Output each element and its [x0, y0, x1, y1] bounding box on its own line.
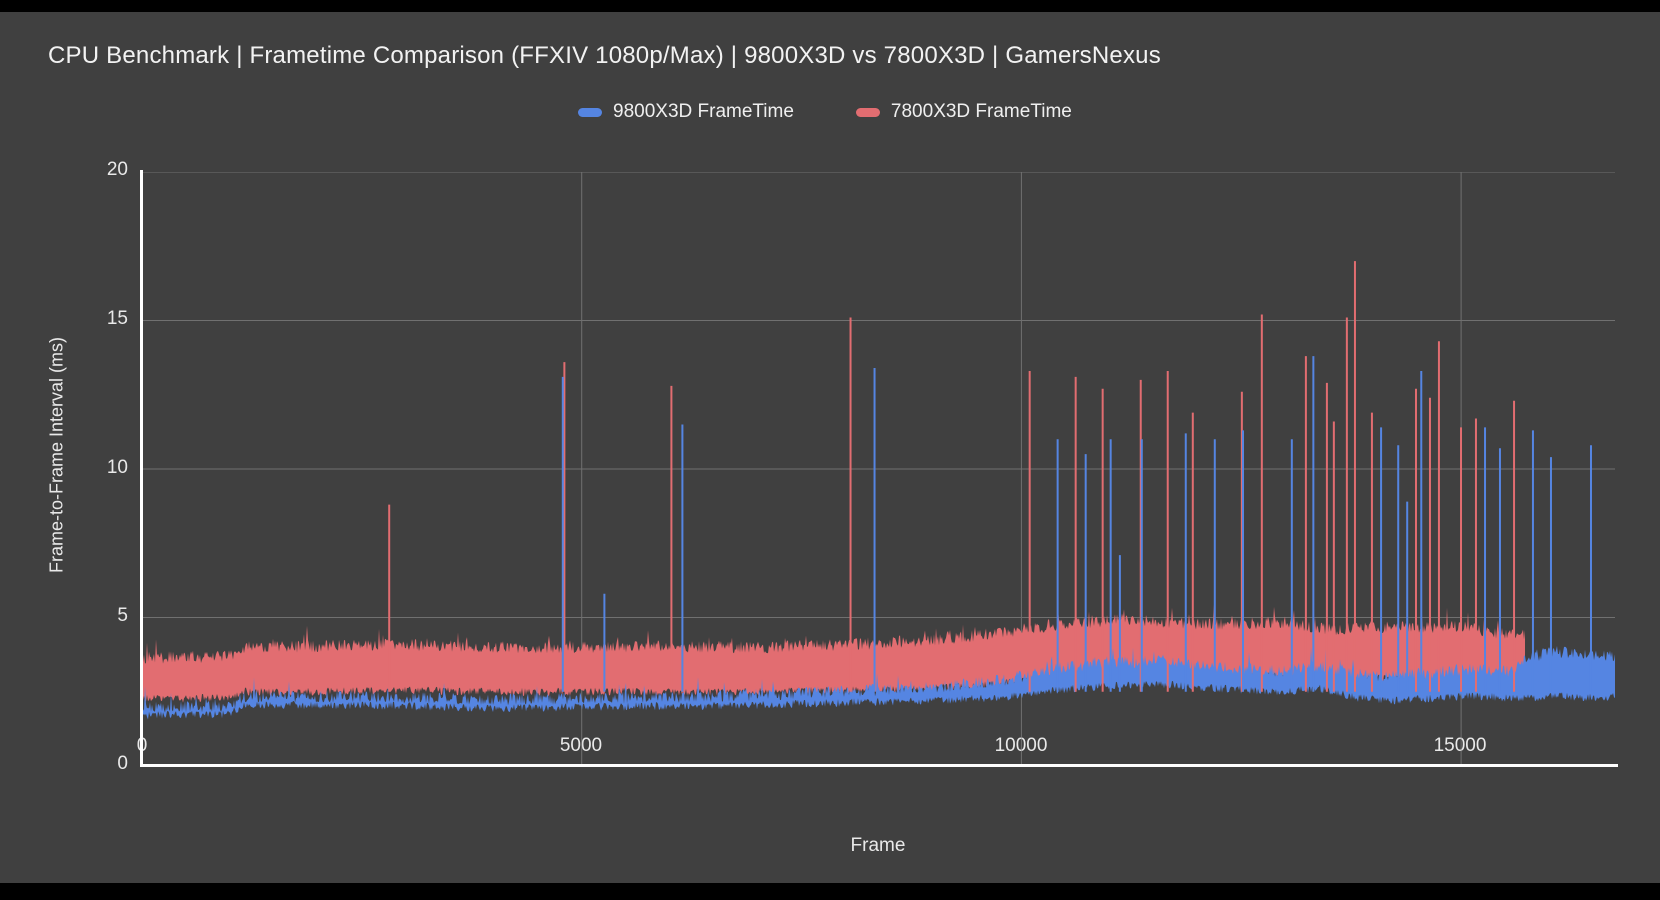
legend-swatch: [855, 107, 880, 117]
series-spikes-7800x3d-frametime: [388, 261, 1516, 692]
y-tick-10: 10: [106, 457, 128, 478]
y-tick-20: 20: [106, 159, 128, 180]
y-axis-line: [140, 170, 143, 767]
legend-label: 9800X3D FrameTime: [613, 101, 794, 122]
series-band-7800x3d-frametime: [142, 604, 1525, 703]
video-letterbox-bottom: [0, 883, 1660, 900]
x-axis-line: [140, 764, 1618, 767]
chart-title: CPU Benchmark | Frametime Comparison (FF…: [48, 42, 1161, 69]
y-tick-5: 5: [117, 605, 128, 626]
chart-legend: 9800X3D FrameTime 7800X3D FrameTime: [578, 101, 1072, 123]
x-axis-title: Frame: [850, 835, 906, 856]
y-axis-title: Frame-to-Frame Interval (ms): [46, 336, 67, 574]
series-band-9800x3d-frametime: [142, 645, 1615, 720]
series-spikes-9800x3d-frametime: [561, 356, 1592, 692]
y-tick-15: 15: [106, 308, 128, 329]
x-tick-5000: 5000: [559, 735, 603, 756]
legend-item-9800x3d: 9800X3D FrameTime: [578, 101, 794, 123]
legend-item-7800x3d: 7800X3D FrameTime: [855, 101, 1072, 123]
legend-label: 7800X3D FrameTime: [890, 101, 1072, 122]
plot-area: [142, 172, 1615, 766]
x-tick-15000: 15000: [1433, 735, 1487, 756]
y-tick-0: 0: [117, 753, 128, 774]
video-letterbox-top: [0, 0, 1660, 12]
legend-swatch: [578, 107, 602, 117]
